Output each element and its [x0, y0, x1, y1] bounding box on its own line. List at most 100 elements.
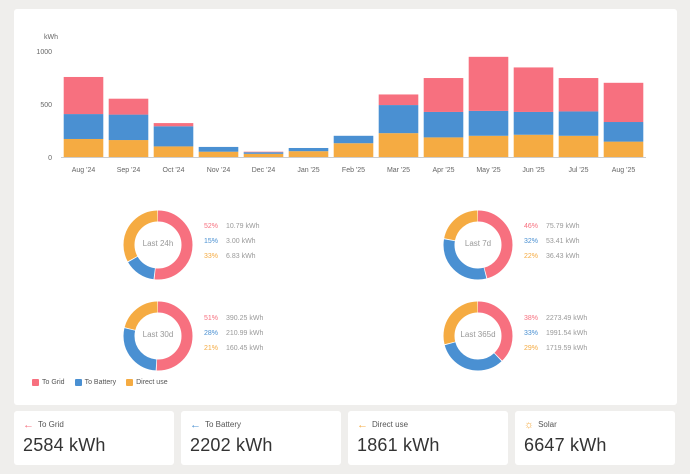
- card-to-battery: ← To Battery 2202 kWh: [181, 411, 341, 465]
- monthly-energy-bar-chart: kWh 0 500 1000 Aug '24 Sep '24 Oct '24 Nov '24 D…: [36, 34, 646, 174]
- bar-segment[interactable]: [558, 78, 599, 112]
- card-title: Solar: [538, 420, 557, 429]
- chart-legend: To Grid To Battery Direct use: [32, 379, 168, 386]
- value: 53.41 kWh: [546, 238, 580, 245]
- y-tick-label: 0: [48, 155, 52, 162]
- bar-segment[interactable]: [333, 143, 374, 157]
- donut-legend-row: 46% 75.79 kWh: [524, 223, 579, 230]
- x-tick-label: Jan '25: [297, 167, 319, 174]
- donut-segment[interactable]: [443, 210, 513, 280]
- bar-segment[interactable]: [378, 105, 419, 134]
- donut-center-label: Last 24h: [142, 239, 174, 248]
- bar-segment[interactable]: [603, 141, 644, 157]
- percent: 52%: [204, 223, 219, 230]
- donut-segment[interactable]: [443, 301, 513, 371]
- bar-segment[interactable]: [423, 137, 464, 157]
- donut-segment[interactable]: [123, 301, 193, 371]
- donut-legend-row: 32% 53.41 kWh: [524, 238, 579, 245]
- value: 160.45 kWh: [226, 345, 264, 352]
- energy-panel: kWh 0 500 1000 Aug '24 Sep '24 Oct '24 Nov '24 D…: [14, 9, 677, 405]
- bar-segment[interactable]: [603, 122, 644, 142]
- bar-segment[interactable]: [153, 126, 194, 147]
- bar-segment[interactable]: [378, 94, 419, 106]
- donut-legend-row: 28% 210.99 kWh: [204, 330, 263, 337]
- x-tick-label: Mar '25: [387, 167, 410, 174]
- card-solar: ☼ Solar 6647 kWh: [515, 411, 675, 465]
- arrow-left-icon: ←: [23, 418, 34, 431]
- bar-segment[interactable]: [603, 82, 644, 123]
- donut-segment[interactable]: [443, 301, 513, 371]
- bar-segment[interactable]: [198, 146, 239, 152]
- percent: 32%: [524, 238, 539, 245]
- bar-segment[interactable]: [108, 98, 149, 115]
- bar-segment[interactable]: [63, 114, 104, 139]
- value: 75.79 kWh: [546, 223, 580, 230]
- donut-segment[interactable]: [443, 210, 513, 280]
- bar-segment[interactable]: [288, 151, 329, 157]
- legend-swatch: [126, 379, 134, 386]
- donut-ring: [443, 301, 513, 371]
- bar-segment[interactable]: [288, 147, 329, 152]
- bar-segment[interactable]: [513, 67, 554, 112]
- x-tick-label: Oct '24: [163, 167, 185, 174]
- card-value: 6647: [524, 435, 565, 455]
- bar-segment[interactable]: [558, 111, 599, 136]
- card-to-grid: ← To Grid 2584 kWh: [14, 411, 174, 465]
- donut-segment[interactable]: [123, 301, 193, 371]
- donut-ring: [123, 301, 193, 371]
- bar-segment[interactable]: [468, 56, 509, 111]
- x-tick-label: Aug '24: [72, 167, 96, 174]
- bar-segment[interactable]: [513, 111, 554, 135]
- value: 1991.54 kWh: [546, 330, 588, 337]
- bar-segment[interactable]: [333, 135, 374, 144]
- donut-segment[interactable]: [123, 210, 193, 280]
- percent: 33%: [524, 330, 539, 337]
- donut-segment[interactable]: [443, 301, 513, 371]
- bar-segment[interactable]: [558, 135, 599, 157]
- donut-legend-row: 38% 2273.49 kWh: [524, 315, 587, 322]
- bar-segment[interactable]: [108, 114, 149, 141]
- x-tick-label: Jul '25: [568, 167, 588, 174]
- donut-center-label: Last 7d: [464, 239, 492, 248]
- legend-item-to-grid[interactable]: To Grid: [32, 379, 65, 386]
- bar-segment[interactable]: [108, 140, 149, 157]
- donut-segment[interactable]: [123, 210, 193, 280]
- percent: 28%: [204, 330, 219, 337]
- percent: 29%: [524, 345, 539, 352]
- value: 36.43 kWh: [546, 253, 580, 260]
- bar-segment[interactable]: [423, 111, 464, 138]
- legend-item-direct-use[interactable]: Direct use: [126, 379, 168, 386]
- y-tick-label: 1000: [36, 49, 52, 56]
- bar-segment[interactable]: [378, 133, 419, 157]
- bar-segment[interactable]: [243, 151, 284, 153]
- value: 210.99 kWh: [226, 330, 264, 337]
- bar-segment[interactable]: [468, 110, 509, 136]
- value: 3.00 kWh: [226, 238, 256, 245]
- donut-center-label: Last 30d: [142, 330, 174, 339]
- bar-segment[interactable]: [63, 138, 104, 157]
- sun-icon: ☼: [524, 418, 535, 431]
- legend-swatch: [74, 379, 82, 386]
- legend-label: To Grid: [42, 379, 65, 386]
- percent: 22%: [524, 253, 539, 260]
- bar-segment[interactable]: [243, 152, 284, 154]
- legend-label: To Battery: [84, 379, 117, 386]
- x-tick-label: Aug '25: [612, 167, 636, 174]
- legend-item-to-battery[interactable]: To Battery: [74, 379, 117, 386]
- percent: 33%: [204, 253, 219, 260]
- bar-segment[interactable]: [153, 146, 194, 157]
- y-tick-label: 500: [40, 102, 52, 109]
- donut-legend-row: 33% 6.83 kWh: [204, 253, 256, 260]
- x-tick-label: Sep '24: [117, 167, 141, 174]
- percent: 51%: [204, 315, 219, 322]
- bar-segment[interactable]: [153, 123, 194, 127]
- card-value: 1861: [357, 435, 398, 455]
- bar-segment[interactable]: [63, 76, 104, 115]
- bar-segment[interactable]: [198, 151, 239, 157]
- bar-segment[interactable]: [423, 78, 464, 112]
- donut-ring: [443, 210, 513, 280]
- donut-ring: [123, 210, 193, 280]
- bar-segment[interactable]: [468, 135, 509, 157]
- bar-segment[interactable]: [513, 134, 554, 157]
- bar-segment[interactable]: [243, 153, 284, 157]
